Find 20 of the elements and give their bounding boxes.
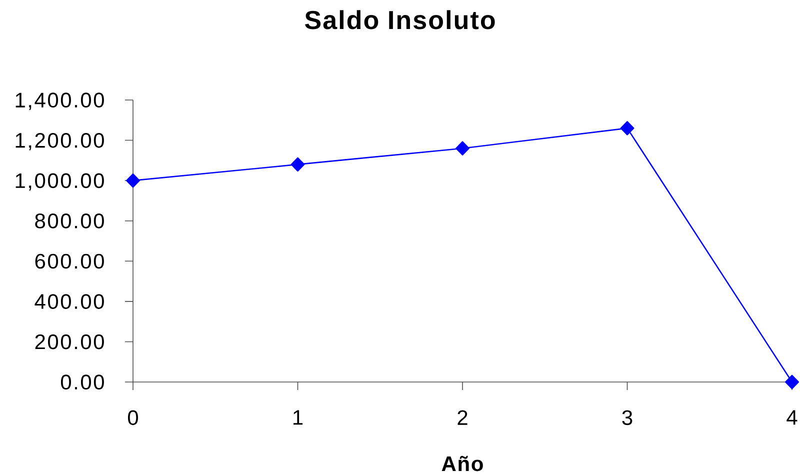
point	[785, 374, 799, 390]
y-tick-label: 0.00	[60, 374, 104, 390]
y-tick-label: 800.00	[35, 214, 104, 228]
y-tick-label: 400.00	[34, 294, 104, 309]
x-tick-label: 0	[128, 410, 138, 426]
x-tick-label: 3	[622, 410, 632, 426]
y-tick-label: 1,000.00	[16, 173, 104, 191]
y-tick-label: 1,400.00	[16, 92, 104, 110]
chart-title: Saldo Insoluto	[304, 10, 495, 30]
y-tick-label: 1,200.00	[16, 132, 104, 150]
x-tick-label: 4	[786, 410, 798, 425]
point	[456, 141, 470, 156]
x-tick-label: 1	[294, 410, 303, 425]
x-tick-label: 2	[458, 410, 468, 425]
point	[620, 121, 634, 136]
point	[290, 157, 305, 172]
y-tick-label: 600.00	[35, 254, 104, 269]
x-axis-title: Año	[442, 456, 483, 472]
point	[126, 173, 140, 188]
y-tick-label: 200.00	[35, 334, 104, 350]
